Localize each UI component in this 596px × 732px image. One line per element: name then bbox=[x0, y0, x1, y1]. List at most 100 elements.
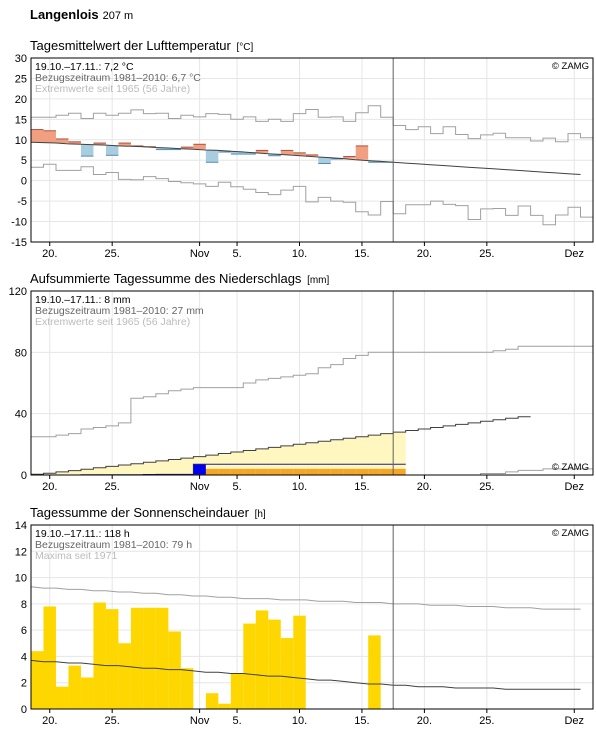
x-tick-label: 15. bbox=[354, 481, 369, 493]
temperature-anomaly-bar bbox=[43, 131, 55, 143]
x-tick-label: 20. bbox=[417, 715, 432, 727]
y-tick-label: -10 bbox=[11, 217, 27, 229]
precipitation-observed-bar bbox=[293, 469, 305, 475]
x-tick-label: 20. bbox=[417, 248, 432, 260]
x-tick-label: 5. bbox=[232, 715, 241, 727]
y-tick-label: 0 bbox=[21, 176, 27, 188]
x-tick-label: 20. bbox=[417, 481, 432, 493]
station-altitude: 207 m bbox=[103, 10, 134, 22]
y-tick-label: -5 bbox=[17, 196, 27, 208]
temperature-anomaly-bar bbox=[281, 150, 293, 154]
copyright-label: © ZAMG bbox=[552, 61, 589, 72]
sunshine-bar bbox=[218, 704, 230, 709]
precipitation-max-line bbox=[31, 346, 593, 437]
sunshine-bar bbox=[181, 668, 193, 709]
sunshine-bar bbox=[256, 610, 268, 709]
precipitation-observed-bar bbox=[318, 469, 330, 475]
y-tick-label: 14 bbox=[15, 520, 27, 532]
chart-info-line: Extremwerte seit 1965 (56 Jahre) bbox=[35, 83, 190, 95]
y-tick-label: 6 bbox=[21, 625, 27, 637]
x-tick-label: 20. bbox=[42, 715, 57, 727]
x-tick-label: 15. bbox=[354, 715, 369, 727]
sunshine-title-text: Tagessumme der Sonnenscheindauer bbox=[30, 505, 249, 520]
temperature-anomaly-bar bbox=[81, 144, 93, 156]
precipitation-observed-bar bbox=[381, 469, 393, 475]
sunshine-bar bbox=[118, 643, 130, 709]
x-tick-label: 25. bbox=[479, 248, 494, 260]
precipitation-observed-bar bbox=[243, 469, 255, 475]
chart-info-line: Extremwerte seit 1965 (56 Jahre) bbox=[35, 316, 190, 328]
temperature-anomaly-bar bbox=[31, 130, 43, 143]
x-tick-label: 5. bbox=[232, 481, 241, 493]
y-tick-label: 0 bbox=[21, 704, 27, 716]
precipitation-observed-bar bbox=[206, 469, 218, 475]
sunshine-chart-title: Tagessumme der Sonnenscheindauer [h] bbox=[30, 505, 266, 520]
y-tick-label: 10 bbox=[15, 135, 27, 147]
y-tick-label: 80 bbox=[15, 347, 27, 359]
x-tick-label: Dez bbox=[564, 715, 584, 727]
sunshine-bar bbox=[81, 677, 93, 709]
y-tick-label: 15 bbox=[15, 114, 27, 126]
temperature-max-line bbox=[31, 106, 593, 142]
chart-info-line: Maxima seit 1971 bbox=[35, 550, 117, 562]
y-tick-label: 8 bbox=[21, 599, 27, 611]
sunshine-bar bbox=[243, 624, 255, 709]
sunshine-bar bbox=[68, 666, 80, 709]
x-tick-label: 25. bbox=[105, 248, 120, 260]
sunshine-bar bbox=[31, 651, 43, 709]
sunshine-bar bbox=[206, 693, 218, 709]
y-tick-label: 40 bbox=[15, 409, 27, 421]
precipitation-title-text: Aufsummierte Tagessumme des Niederschlag… bbox=[30, 271, 301, 286]
temperature-min-line bbox=[31, 164, 593, 225]
sunshine-bar bbox=[168, 631, 180, 709]
precipitation-observed-bar bbox=[268, 469, 280, 475]
precipitation-observed-bar bbox=[218, 469, 230, 475]
y-tick-label: -15 bbox=[11, 237, 27, 249]
sunshine-unit: [h] bbox=[255, 509, 266, 520]
copyright-label: © ZAMG bbox=[552, 528, 589, 539]
precipitation-observed-bar bbox=[306, 469, 318, 475]
temperature-anomaly-bar bbox=[193, 144, 205, 149]
x-tick-label: Dez bbox=[564, 248, 584, 260]
sunshine-bar bbox=[268, 620, 280, 709]
y-tick-label: 30 bbox=[15, 53, 27, 65]
x-tick-label: 10. bbox=[292, 715, 307, 727]
sunshine-max-line bbox=[31, 587, 581, 609]
y-tick-label: 12 bbox=[15, 546, 27, 558]
sunshine-bar bbox=[231, 674, 243, 709]
sunshine-bar bbox=[293, 616, 305, 709]
sunshine-bar bbox=[43, 606, 55, 709]
precipitation-unit: [mm] bbox=[307, 275, 329, 286]
precipitation-observed-bar bbox=[356, 469, 368, 475]
y-tick-label: 10 bbox=[15, 573, 27, 585]
copyright-label: © ZAMG bbox=[552, 462, 589, 473]
y-tick-label: 4 bbox=[21, 651, 27, 663]
sunshine-bar bbox=[106, 609, 118, 709]
precipitation-observed-bar bbox=[343, 469, 355, 475]
precipitation-daily-bar bbox=[193, 464, 205, 474]
sunshine-bar bbox=[143, 608, 155, 709]
x-tick-label: Nov bbox=[190, 481, 210, 493]
x-tick-label: 10. bbox=[292, 248, 307, 260]
station-header: Langenlois 207 m bbox=[30, 7, 133, 22]
temperature-anomaly-bar bbox=[56, 139, 68, 143]
y-tick-label: 2 bbox=[21, 678, 27, 690]
y-tick-label: 120 bbox=[9, 286, 27, 298]
precipitation-observed-bar bbox=[331, 469, 343, 475]
station-name: Langenlois bbox=[30, 7, 99, 22]
precipitation-chart-title: Aufsummierte Tagessumme des Niederschlag… bbox=[30, 271, 329, 286]
temperature-chart-title: Tagesmittelwert der Lufttemperatur [°C] bbox=[30, 38, 253, 53]
y-tick-label: 5 bbox=[21, 155, 27, 167]
x-tick-label: 25. bbox=[105, 481, 120, 493]
precipitation-observed-bar bbox=[281, 469, 293, 475]
sunshine-bar bbox=[131, 608, 143, 709]
y-tick-label: 0 bbox=[21, 470, 27, 482]
x-tick-label: Dez bbox=[564, 481, 584, 493]
sunshine-bar bbox=[281, 638, 293, 709]
x-tick-label: 10. bbox=[292, 481, 307, 493]
precipitation-observed-bar bbox=[256, 469, 268, 475]
sunshine-bar bbox=[56, 687, 68, 709]
